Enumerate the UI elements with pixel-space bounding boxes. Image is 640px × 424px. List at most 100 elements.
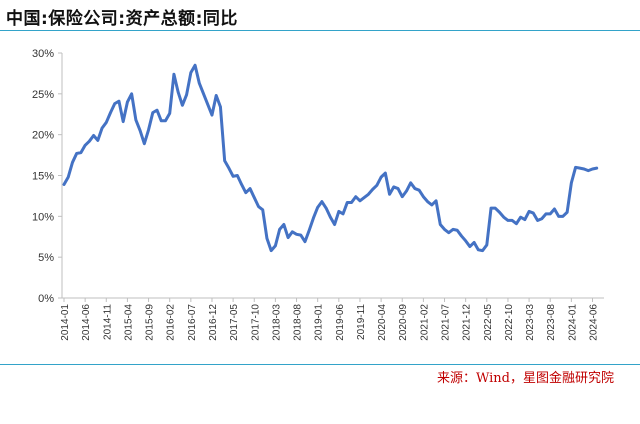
data-point [83,144,87,147]
x-tick-label: 2019-11 [356,304,367,340]
data-point [181,104,184,107]
data-point [282,223,286,226]
data-point [295,233,298,236]
data-point [236,174,239,177]
data-point [434,199,438,203]
data-point [261,208,264,211]
data-point [443,228,446,231]
x-tick-label: 2017-10 [250,304,261,341]
data-point [92,134,95,137]
data-point [587,169,590,172]
data-point [460,234,463,238]
data-point [388,193,391,196]
data-point [506,219,510,222]
data-point [286,236,290,239]
chart-title: 中国:保险公司:资产总额:同比 [6,9,238,29]
x-tick-label: 2015-09 [145,304,156,341]
data-point [582,167,586,171]
data-point [426,200,429,203]
data-point [510,219,514,222]
data-point [405,189,408,193]
data-point [308,229,311,232]
data-point [105,121,108,124]
data-point [549,212,552,216]
data-point [553,207,556,211]
data-point [498,211,501,214]
x-tick-label: 2023-08 [546,304,557,341]
x-tick-label: 2014-01 [60,304,71,341]
series-group [62,63,599,253]
data-point [591,167,594,171]
data-point [464,239,467,243]
data-point [532,211,535,215]
x-tick-label: 2019-01 [314,304,325,341]
data-point [223,159,226,162]
x-tick-label: 2020-04 [377,304,388,341]
data-point [126,100,129,104]
data-point [172,73,176,76]
data-point [384,171,387,175]
data-point [422,195,425,198]
x-tick-label: 2019-06 [335,304,346,341]
data-point [257,205,260,208]
y-tick-label: 15% [32,171,54,183]
data-point [519,215,522,219]
data-point [155,108,159,112]
x-tick-label: 2015-04 [123,304,134,341]
data-point [477,248,480,252]
data-point [544,212,548,216]
x-tick-label: 2016-07 [187,304,198,341]
data-point [379,175,383,179]
data-point [164,119,167,122]
data-point [303,240,307,243]
data-point [219,105,222,109]
source-note: 来源：Wind，星图金融研究院 [437,371,614,386]
data-point [574,166,577,169]
x-tick-label: 2014-11 [102,304,113,340]
bottom-divider [0,364,640,365]
y-tick-label: 30% [32,48,54,60]
data-point [333,223,336,226]
x-tick-label: 2016-02 [166,304,177,341]
x-tick-label: 2021-02 [419,304,430,341]
data-point [130,92,133,96]
data-point [269,249,273,252]
data-point [210,113,214,117]
data-point [565,211,569,214]
data-point [489,206,493,210]
data-point [96,139,100,142]
data-point [451,228,455,231]
data-point [413,187,417,190]
data-point [75,152,78,155]
data-point [121,120,125,123]
data-point [244,191,247,194]
data-point [371,188,374,191]
data-point [540,217,543,220]
data-point [88,140,91,143]
data-point [240,183,243,186]
data-point [320,200,324,203]
x-tick-label: 2016-12 [208,304,219,341]
data-point [324,206,328,210]
data-point [253,196,256,199]
data-point [113,102,116,105]
top-divider [0,30,640,31]
data-point [494,206,497,210]
y-axis: 0% 5% 10% 15% 20% 25% 30% [32,48,63,305]
data-point [160,119,163,122]
data-point [430,203,434,207]
data-point [350,201,353,204]
data-point [117,99,121,103]
y-tick-label: 25% [32,89,54,101]
data-point [143,142,146,145]
x-tick-label: 2022-10 [504,304,515,341]
data-point [447,231,450,234]
data-point [570,181,573,185]
data-point [409,181,412,185]
x-tick-label: 2022-05 [483,304,494,341]
data-point [561,215,565,218]
x-axis: 2014-01 2014-06 2014-11 2015-04 2015-09 2016-… [60,297,604,341]
data-point [227,166,231,170]
y-tick-label: 5% [38,252,54,264]
data-point [278,228,281,231]
